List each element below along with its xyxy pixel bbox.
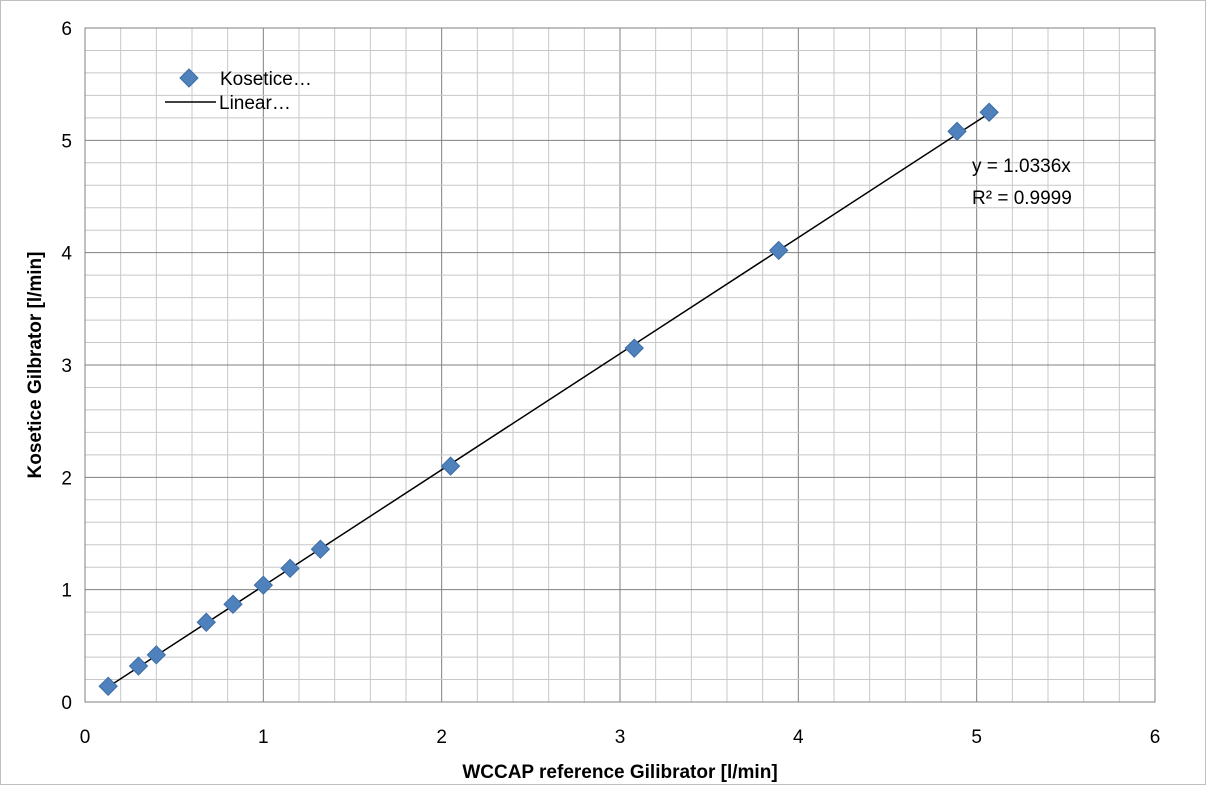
data-point — [280, 558, 300, 579]
trendline-equation: y = 1.0336x — [972, 156, 1071, 177]
data-point — [128, 656, 149, 676]
x-tick-label: 5 — [971, 727, 982, 748]
x-tick-label: 1 — [258, 727, 269, 748]
x-tick-label: 3 — [615, 727, 626, 748]
data-point — [947, 121, 967, 142]
x-tick-label: 6 — [1150, 727, 1161, 748]
x-axis-title: WCCAP reference Gilibrator [l/min] — [462, 762, 777, 783]
x-tick-label: 2 — [436, 727, 447, 748]
y-tick-label: 3 — [61, 356, 72, 377]
trendline-r-squared: R² = 0.9999 — [972, 188, 1072, 209]
data-point — [98, 676, 118, 696]
y-tick-label: 6 — [61, 19, 72, 40]
data-point — [310, 539, 331, 559]
data-point — [624, 338, 644, 358]
legend-diamond-marker — [179, 68, 199, 88]
y-tick-label: 4 — [61, 244, 72, 265]
y-tick-labels: 0 1 2 3 4 5 6 — [61, 19, 72, 714]
series-layer — [98, 102, 999, 696]
y-tick-label: 2 — [61, 468, 72, 489]
x-tick-label: 4 — [793, 727, 804, 748]
data-point — [223, 594, 243, 614]
plot-area-border — [84, 27, 1156, 703]
data-point — [253, 575, 274, 595]
data-point — [769, 240, 789, 261]
x-tick-labels: 0 1 2 3 4 5 6 — [80, 727, 1161, 748]
y-axis-title: Kosetice Gilbrator [l/min] — [25, 252, 46, 479]
x-tick-label: 0 — [80, 727, 91, 748]
y-tick-label: 0 — [61, 693, 72, 714]
data-point — [146, 645, 167, 665]
y-tick-label: 5 — [61, 131, 72, 152]
y-tick-label: 1 — [61, 581, 72, 602]
grid-lines — [85, 28, 1155, 702]
data-point — [979, 102, 999, 122]
legend: Kosetice… Linear… — [165, 68, 312, 114]
legend-label-kosetice: Kosetice… — [220, 69, 312, 90]
trendline — [107, 112, 990, 688]
legend-label-linear: Linear… — [219, 93, 291, 114]
data-point — [440, 456, 461, 476]
data-point — [196, 612, 216, 632]
